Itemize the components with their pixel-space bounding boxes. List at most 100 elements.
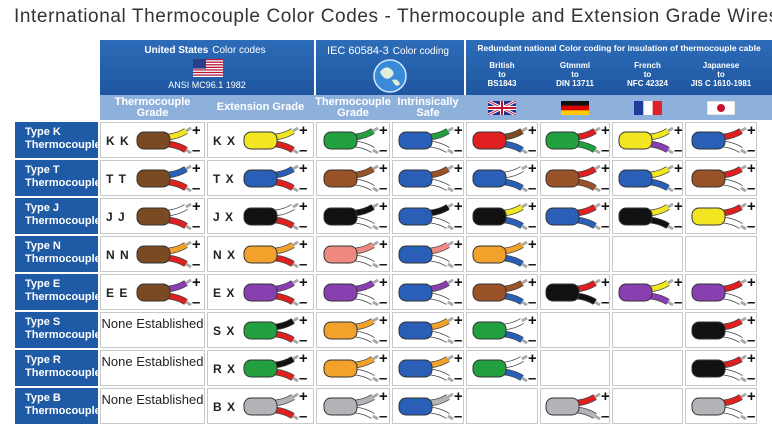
us-heading: United States Color codes xyxy=(100,45,314,56)
flag-stripe xyxy=(193,71,223,74)
header-text: ANSI MC96.1 1982 xyxy=(168,80,246,90)
cable-icon: +– xyxy=(398,124,462,156)
negative-sign: – xyxy=(747,142,755,156)
wire-tip xyxy=(521,224,528,231)
cable-icon: +– xyxy=(323,124,387,156)
wire-tip xyxy=(292,414,299,421)
cable-icon: +– xyxy=(545,124,609,156)
cable-jacket xyxy=(691,321,726,340)
cable-jacket xyxy=(323,321,358,340)
wire-tip xyxy=(740,300,747,307)
wire-tip xyxy=(740,278,747,285)
wire-tip xyxy=(372,414,379,421)
cable-icon: +– xyxy=(398,162,462,194)
negative-sign: – xyxy=(454,218,462,232)
wire-tip xyxy=(372,262,379,269)
negative-sign: – xyxy=(299,142,307,156)
cable-icon: +– xyxy=(545,390,609,422)
cable-icon: +– xyxy=(398,390,462,422)
negative-sign: – xyxy=(379,256,387,270)
wire-tip xyxy=(521,300,528,307)
cable-icon: +– xyxy=(323,352,387,384)
cable-jacket xyxy=(691,397,726,416)
positive-sign: + xyxy=(192,276,200,291)
cable-icon: +– xyxy=(545,276,609,308)
positive-sign: + xyxy=(601,124,609,139)
cable-jacket xyxy=(243,283,278,302)
header-text: to xyxy=(571,70,579,79)
cable-icon: +– xyxy=(691,314,755,346)
cable-jacket xyxy=(472,169,507,188)
row-label-line: Type E xyxy=(25,278,61,290)
negative-sign: – xyxy=(379,370,387,384)
positive-sign: + xyxy=(454,314,462,329)
cable-icon: +– xyxy=(472,352,536,384)
wire-tip xyxy=(521,338,528,345)
positive-sign: + xyxy=(454,276,462,291)
cable-icon: +– xyxy=(618,124,682,156)
header-text: NFC 42324 xyxy=(627,79,668,88)
wire-tip xyxy=(292,202,299,209)
positive-sign: + xyxy=(674,200,682,215)
positive-sign: + xyxy=(379,276,387,291)
positive-sign: + xyxy=(192,162,200,177)
cable-jacket xyxy=(243,169,278,188)
negative-sign: – xyxy=(192,218,200,232)
row-label: Type E Thermocouple xyxy=(15,274,101,310)
wire-tip xyxy=(594,148,601,155)
row-label: Type R Thermocouple xyxy=(15,350,101,386)
cable-icon: +– xyxy=(323,162,387,194)
positive-sign: + xyxy=(601,276,609,291)
cable-icon: +– xyxy=(472,200,536,232)
wire-tip xyxy=(185,202,192,209)
cable-jacket xyxy=(323,359,358,378)
wire-tip xyxy=(447,414,454,421)
wire-tip xyxy=(594,164,601,171)
cable-icon: +– xyxy=(472,162,536,194)
row-label-line: Thermocouple xyxy=(25,253,101,265)
row-label-line: Thermocouple xyxy=(25,291,101,303)
cable-icon: +– xyxy=(545,200,609,232)
cable-jacket xyxy=(472,359,507,378)
grade-code: J X xyxy=(213,210,235,224)
negative-sign: – xyxy=(454,294,462,308)
row-label: Type N Thermocouple xyxy=(15,236,101,272)
grade-code: K X xyxy=(213,134,237,148)
wire-tip xyxy=(447,164,454,171)
positive-sign: + xyxy=(747,390,755,405)
wire-tip xyxy=(447,126,454,133)
positive-sign: + xyxy=(528,352,536,367)
cable-jacket xyxy=(398,397,433,416)
row-label-line: Thermocouple xyxy=(25,329,101,341)
negative-sign: – xyxy=(379,294,387,308)
wire-tip xyxy=(666,300,674,307)
wire-tip xyxy=(521,262,528,269)
cable-icon: +– xyxy=(136,276,200,308)
positive-sign: + xyxy=(299,238,307,253)
positive-sign: + xyxy=(299,162,307,177)
grade-code: N X xyxy=(213,248,237,262)
positive-sign: + xyxy=(379,314,387,329)
negative-sign: – xyxy=(528,370,536,384)
wire-tip xyxy=(292,392,299,399)
table-cell: None Established xyxy=(100,312,205,348)
grade-code: N N xyxy=(106,248,130,262)
cable-jacket xyxy=(323,245,358,264)
cable-jacket xyxy=(618,283,652,302)
positive-sign: + xyxy=(299,390,307,405)
wire-tip xyxy=(372,126,379,133)
wire-tip xyxy=(740,148,747,155)
cable-icon: +– xyxy=(323,276,387,308)
flag-stripe xyxy=(642,101,653,115)
negative-sign: – xyxy=(528,294,536,308)
cable-jacket xyxy=(243,207,278,226)
row-label-line: Type T xyxy=(25,164,60,176)
table-cell xyxy=(685,236,757,272)
cable-jacket xyxy=(323,283,358,302)
negative-sign: – xyxy=(454,142,462,156)
cable-icon: +– xyxy=(618,162,682,194)
wire-tip xyxy=(292,338,299,345)
wire-tip xyxy=(372,392,379,399)
wire-tip xyxy=(447,278,454,285)
